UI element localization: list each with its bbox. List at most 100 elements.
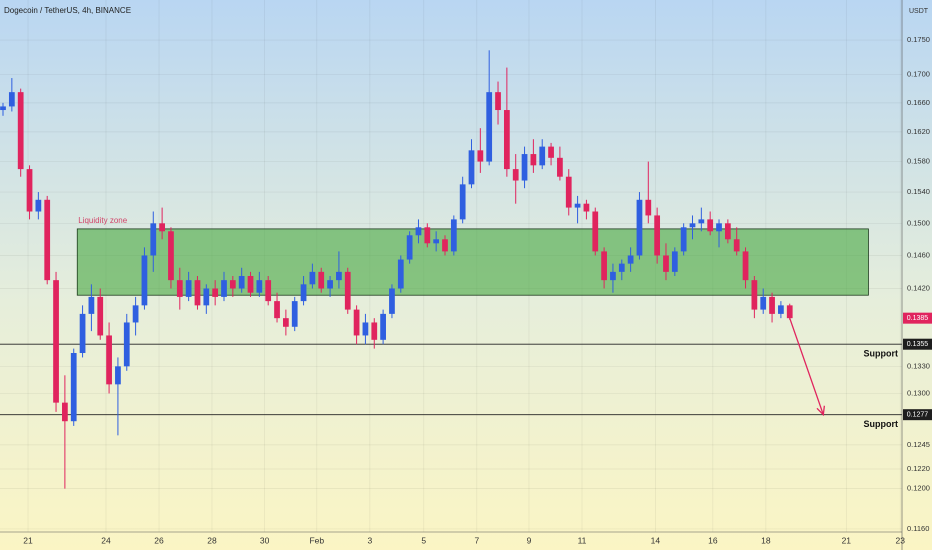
candle-body [601, 251, 607, 281]
candle-body [327, 280, 333, 289]
candle-body [300, 284, 307, 302]
x-tick-label: 5 [421, 535, 426, 545]
candle-body [627, 255, 634, 264]
candle-body [397, 259, 404, 289]
candle-body [636, 199, 643, 256]
currency-label: USDT [909, 8, 929, 15]
candle-body [203, 288, 210, 306]
candle-body [35, 199, 42, 212]
price-tag-label: 0.1355 [907, 341, 929, 348]
x-tick-label: 21 [842, 535, 852, 545]
candle-body [733, 239, 740, 252]
candle-body [645, 199, 652, 216]
x-tick-label: 9 [527, 535, 532, 545]
x-tick-label: 26 [154, 535, 164, 545]
candle-body [689, 223, 696, 228]
candle-body [106, 335, 112, 385]
candle-body [583, 203, 590, 212]
y-tick-label: 0.1620 [907, 127, 930, 136]
candle-body [389, 288, 395, 314]
candle-body [0, 106, 6, 111]
price-tag-label: 0.1277 [907, 412, 929, 419]
candle-body [274, 301, 280, 319]
x-tick-label: 21 [23, 535, 33, 545]
x-tick-label: 30 [260, 535, 270, 545]
price-tag [903, 338, 932, 350]
candle-body [176, 280, 183, 297]
candle-body [283, 318, 289, 327]
y-tick-label: 0.1700 [907, 70, 930, 79]
candle-body [344, 271, 351, 310]
candle-body [238, 276, 245, 289]
candle-body [291, 301, 298, 327]
candle-body [229, 280, 236, 289]
candle-body [442, 239, 448, 252]
support-label: Support [864, 419, 899, 429]
candle-body [512, 169, 519, 181]
candle-body [8, 92, 15, 107]
candle-body [44, 199, 51, 281]
candle-body [521, 154, 528, 181]
x-tick-label: 11 [578, 535, 587, 545]
candle-body [194, 280, 201, 306]
candle-body [336, 271, 342, 281]
candle-body [663, 255, 669, 272]
plot: Liquidity zone Support Support [0, 50, 902, 489]
candle-body [353, 309, 360, 336]
candle-body [760, 296, 767, 310]
y-tick-label: 0.1750 [907, 35, 930, 44]
y-tick-label: 0.1220 [907, 464, 930, 473]
y-tick-label: 0.1160 [907, 524, 929, 533]
candle-body [115, 366, 121, 385]
candle-body [256, 280, 263, 293]
candle-body [610, 271, 616, 281]
candle-body [265, 280, 272, 302]
candle-body [88, 296, 95, 314]
candle-body [557, 157, 563, 177]
x-tick-label: 28 [207, 535, 217, 545]
candle-body [574, 203, 581, 208]
y-tick-label: 0.1500 [907, 218, 930, 227]
candle-body [185, 280, 192, 297]
x-tick-label: 14 [651, 535, 661, 545]
y-tick-label: 0.1245 [907, 440, 930, 449]
y-tick-label: 0.1540 [907, 187, 930, 196]
candle-body [716, 223, 722, 232]
candle-body [17, 92, 24, 170]
candle-body [168, 231, 174, 281]
candle-body [592, 211, 599, 252]
x-tick-label: 3 [367, 535, 372, 545]
x-tick-label: 16 [708, 535, 718, 545]
candle-body [380, 313, 386, 340]
candle-body [486, 92, 493, 162]
x-tick-label: 23 [895, 535, 905, 545]
candle-body [671, 251, 678, 272]
candle-body [707, 219, 714, 232]
candle-body [477, 150, 484, 162]
x-tick-label: 24 [101, 535, 111, 545]
candle-body [70, 353, 77, 422]
candle-body [53, 280, 59, 403]
last-price-label: 0.1385 [907, 315, 929, 322]
candle-body [618, 263, 625, 272]
candle-body [318, 271, 325, 289]
candle-body [459, 184, 466, 220]
y-tick-label: 0.1460 [907, 250, 930, 259]
candle-body [769, 296, 775, 314]
x-tick-label: Feb [309, 535, 324, 545]
y-tick-label: 0.1580 [907, 157, 930, 166]
candle-body [79, 313, 86, 354]
y-tick-label: 0.1420 [907, 283, 930, 292]
candle-body [362, 322, 369, 336]
last-price-tag [903, 312, 932, 324]
candle-body [680, 227, 687, 252]
candle-body [724, 223, 731, 240]
y-tick-label: 0.1300 [907, 388, 930, 397]
candle-body [150, 223, 157, 256]
candle-body [786, 305, 793, 319]
candle-body [132, 305, 139, 323]
candle-body [778, 305, 784, 314]
candle-body [495, 92, 501, 111]
